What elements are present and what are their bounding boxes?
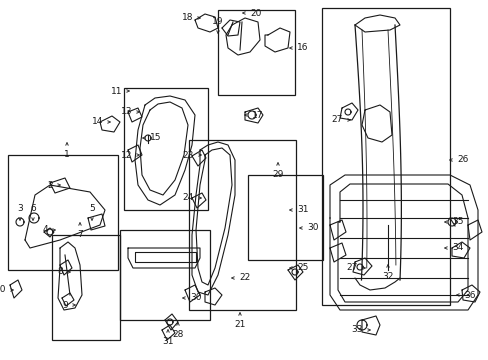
Text: 10: 10 xyxy=(0,285,6,294)
Text: 21: 21 xyxy=(234,320,245,329)
Text: 16: 16 xyxy=(296,44,308,53)
Text: 34: 34 xyxy=(451,243,463,252)
Text: 32: 32 xyxy=(382,272,393,281)
Text: 26: 26 xyxy=(456,156,468,165)
Text: 33: 33 xyxy=(351,325,362,334)
Text: 1: 1 xyxy=(64,150,70,159)
Text: 23: 23 xyxy=(182,150,194,159)
Text: 7: 7 xyxy=(77,230,82,239)
Text: 27: 27 xyxy=(346,264,357,273)
Text: 31: 31 xyxy=(296,206,308,215)
Bar xyxy=(120,230,209,320)
Bar xyxy=(321,8,449,305)
Text: 8: 8 xyxy=(57,267,63,276)
Text: 28: 28 xyxy=(172,330,183,339)
Text: 36: 36 xyxy=(463,291,474,300)
Text: 35: 35 xyxy=(451,217,463,226)
Bar xyxy=(218,10,294,95)
Bar xyxy=(8,155,118,270)
Text: 24: 24 xyxy=(183,194,194,202)
Text: 30: 30 xyxy=(306,224,318,233)
Text: 11: 11 xyxy=(110,86,122,95)
Text: 6: 6 xyxy=(30,204,36,213)
Text: 19: 19 xyxy=(212,17,224,26)
Text: 15: 15 xyxy=(150,134,161,143)
Text: 2: 2 xyxy=(47,180,53,189)
Text: 13: 13 xyxy=(120,108,132,117)
Text: 27: 27 xyxy=(331,116,342,125)
Text: 4: 4 xyxy=(42,225,48,234)
Text: 25: 25 xyxy=(296,264,308,273)
Text: 14: 14 xyxy=(91,117,103,126)
Text: 20: 20 xyxy=(249,9,261,18)
Text: 22: 22 xyxy=(239,274,250,283)
Bar xyxy=(52,235,120,340)
Bar xyxy=(189,140,295,310)
Text: 12: 12 xyxy=(121,150,132,159)
Text: 5: 5 xyxy=(89,204,95,213)
Bar xyxy=(124,88,207,210)
Text: 3: 3 xyxy=(17,204,23,213)
Text: 18: 18 xyxy=(181,13,193,22)
Text: 17: 17 xyxy=(251,111,263,120)
Text: 30: 30 xyxy=(190,293,201,302)
Text: 31: 31 xyxy=(162,337,173,346)
Bar xyxy=(247,175,323,260)
Text: 9: 9 xyxy=(62,301,68,310)
Text: 29: 29 xyxy=(272,170,283,179)
